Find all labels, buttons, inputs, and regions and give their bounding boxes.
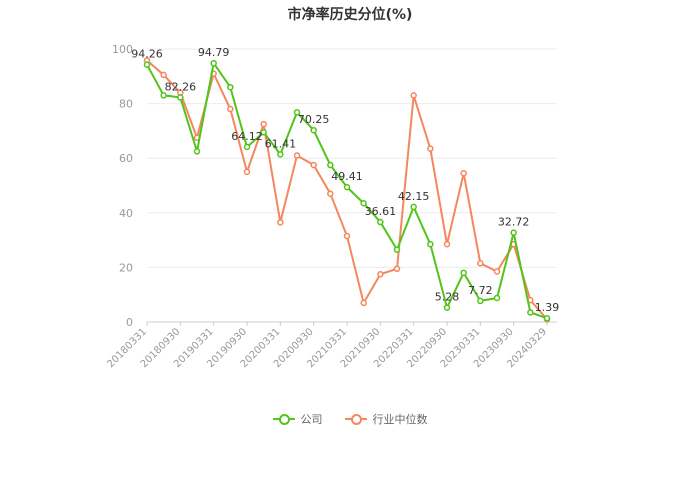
data-point-industry-median (327, 190, 334, 197)
legend-item-industry-median[interactable]: 行业中位数 (344, 411, 428, 427)
data-point-company (543, 314, 551, 322)
data-point-industry-median (277, 219, 284, 226)
data-point-company (310, 126, 317, 134)
data-point-company (243, 143, 251, 151)
chart-title: 市净率历史分位(%) (287, 7, 413, 23)
data-label-company: 61.41 (265, 137, 297, 150)
data-point-industry-median (293, 152, 301, 159)
data-point-industry-median (310, 161, 317, 169)
data-point-industry-median (377, 270, 384, 278)
data-point-company (427, 240, 434, 248)
y-tick-label: 80 (119, 98, 133, 111)
data-point-industry-median (460, 169, 467, 177)
data-point-company (493, 294, 501, 302)
data-point-industry-median (443, 240, 451, 248)
legend-item-company[interactable]: 公司 (272, 411, 323, 427)
data-label-company: 94.79 (198, 46, 230, 59)
data-point-company (327, 161, 334, 169)
data-point-company (527, 309, 534, 316)
data-label-company: 70.25 (298, 113, 330, 126)
data-point-industry-median (477, 260, 484, 267)
data-point-company (277, 151, 284, 158)
data-point-company (343, 183, 351, 191)
series-line-company (146, 62, 548, 320)
data-point-company (260, 129, 267, 136)
data-label-company: 64.12 (231, 130, 263, 143)
data-label-company: 5.28 (435, 291, 460, 304)
data-point-industry-median (160, 71, 167, 79)
data-point-industry-median (360, 299, 367, 307)
data-point-company (293, 109, 301, 116)
y-tick-label: 40 (119, 207, 133, 220)
data-point-company (477, 297, 484, 305)
legend: 公司 行业中位数 (0, 411, 700, 427)
y-tick-label: 0 (126, 316, 133, 329)
data-point-company (393, 246, 401, 253)
data-point-industry-median (410, 92, 417, 99)
data-point-company (193, 148, 201, 155)
data-point-industry-median (227, 105, 234, 113)
data-point-company (377, 218, 384, 226)
data-label-company: 7.72 (468, 284, 493, 297)
data-label-company: 1.39 (535, 301, 560, 314)
data-point-industry-median (493, 268, 501, 275)
data-label-company: 32.72 (498, 216, 530, 229)
data-label-company: 36.61 (365, 205, 397, 218)
data-point-company (177, 94, 184, 101)
data-point-industry-median (393, 265, 401, 273)
data-point-company (143, 61, 151, 68)
y-tick-label: 100 (112, 43, 133, 56)
data-point-company (460, 269, 467, 277)
data-label-company: 94.26 (131, 48, 163, 61)
data-point-company (510, 229, 517, 236)
data-point-company (210, 59, 217, 67)
data-point-industry-median (427, 145, 434, 152)
data-point-company (360, 199, 367, 207)
data-point-industry-median (343, 232, 351, 240)
data-point-industry-median (260, 120, 267, 128)
data-point-company (227, 83, 234, 91)
legend-swatch-industry-median (344, 413, 367, 425)
data-label-company: 49.41 (331, 170, 363, 183)
data-point-company (443, 304, 451, 311)
data-point-company (160, 92, 167, 99)
legend-swatch-company (272, 413, 295, 425)
data-point-industry-median (243, 168, 251, 176)
legend-label-industry-median: 行业中位数 (372, 413, 428, 426)
data-label-company: 42.15 (398, 190, 430, 203)
legend-label-company: 公司 (300, 413, 323, 426)
y-tick-label: 60 (119, 152, 133, 165)
y-tick-label: 20 (119, 261, 133, 274)
data-label-company: 82.26 (165, 80, 197, 93)
data-point-company (410, 203, 417, 211)
